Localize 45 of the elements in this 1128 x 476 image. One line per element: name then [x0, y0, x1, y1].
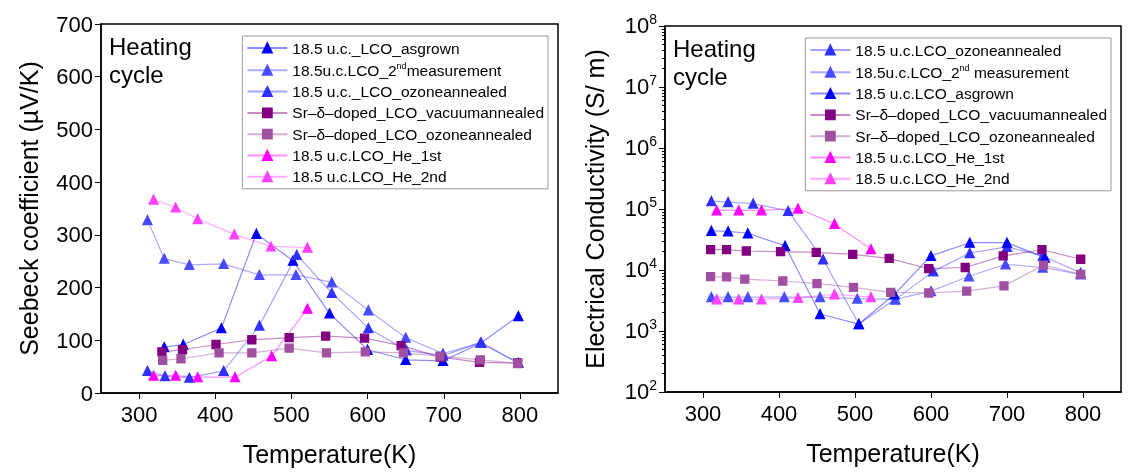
legend-label: 18.5 u.c.LCO_ozoneannealed	[855, 41, 1062, 59]
x-tick-label: 800	[1064, 400, 1102, 426]
y-tick-label: 200	[56, 275, 93, 301]
legend-label: 18.5 u.c.LCO_asgrown	[855, 85, 1014, 103]
x-tick-label: 300	[684, 400, 722, 426]
legend-label: 18.5 u.c._LCO_ozoneannealed	[292, 83, 507, 101]
legend-label: 18.5 u.c._LCO_asgrown	[292, 39, 460, 57]
y-tick-label: 10$^{6}$	[624, 133, 657, 161]
x-tick-label: 500	[273, 401, 310, 427]
y-tick-label: 100	[56, 327, 93, 353]
x-axis-title: Temperature(K)	[242, 439, 417, 468]
x-tick-label: 500	[836, 400, 874, 426]
y-axis-title: Electrical Conductivity (S/ m)	[580, 49, 609, 369]
y-tick-label: 400	[56, 169, 93, 195]
x-tick-label: 600	[912, 400, 950, 426]
y-tick-label: 10$^{5}$	[624, 194, 657, 222]
y-tick-label: 10$^{3}$	[624, 316, 657, 344]
y-tick-label: 700	[56, 11, 93, 37]
y-tick-label: 500	[56, 116, 93, 142]
y-tick-label: 10$^{7}$	[624, 72, 657, 100]
y-tick-label: 10$^{2}$	[624, 377, 657, 405]
legend-label: Sr–δ–doped_LCO_ozoneannealed	[855, 127, 1095, 145]
y-axis-title: Seebeck coefficient (µV/K)	[14, 61, 43, 356]
legend-label: 18.5 u.c.LCO_He_2nd	[292, 168, 447, 186]
legend-label: Sr–δ–doped_LCO_vacuumannealed	[292, 104, 544, 122]
y-tick-label: 300	[56, 222, 93, 248]
x-tick-label: 700	[988, 400, 1026, 426]
legend-label: 18.5 u.c.LCO_He_1st	[292, 147, 443, 164]
x-tick-label: 600	[349, 401, 386, 427]
legend-label: 18.5 u.c.LCO_He_1st	[855, 149, 1006, 166]
annotation: Heating cycle	[673, 34, 763, 90]
y-tick-label: 10$^{8}$	[624, 11, 657, 39]
legend-label: 18.5 u.c.LCO_He_2nd	[855, 170, 1010, 188]
x-tick-label: 800	[501, 401, 539, 427]
x-axis-title: Temperature(K)	[806, 438, 980, 467]
legend-label: Sr–δ–doped_LCO_ozoneannealed	[292, 125, 532, 143]
x-tick-label: 400	[760, 400, 798, 426]
y-tick-label: 600	[56, 64, 93, 90]
annotation: Heating cycle	[109, 32, 199, 88]
legend-label: Sr–δ–doped_LCO_vacuumannealed	[855, 106, 1107, 124]
y-tick-label: 0	[80, 380, 93, 406]
y-tick-label: 10$^{4}$	[624, 255, 657, 283]
x-tick-label: 400	[196, 401, 234, 427]
x-tick-label: 700	[425, 401, 463, 427]
x-tick-label: 300	[120, 401, 158, 427]
